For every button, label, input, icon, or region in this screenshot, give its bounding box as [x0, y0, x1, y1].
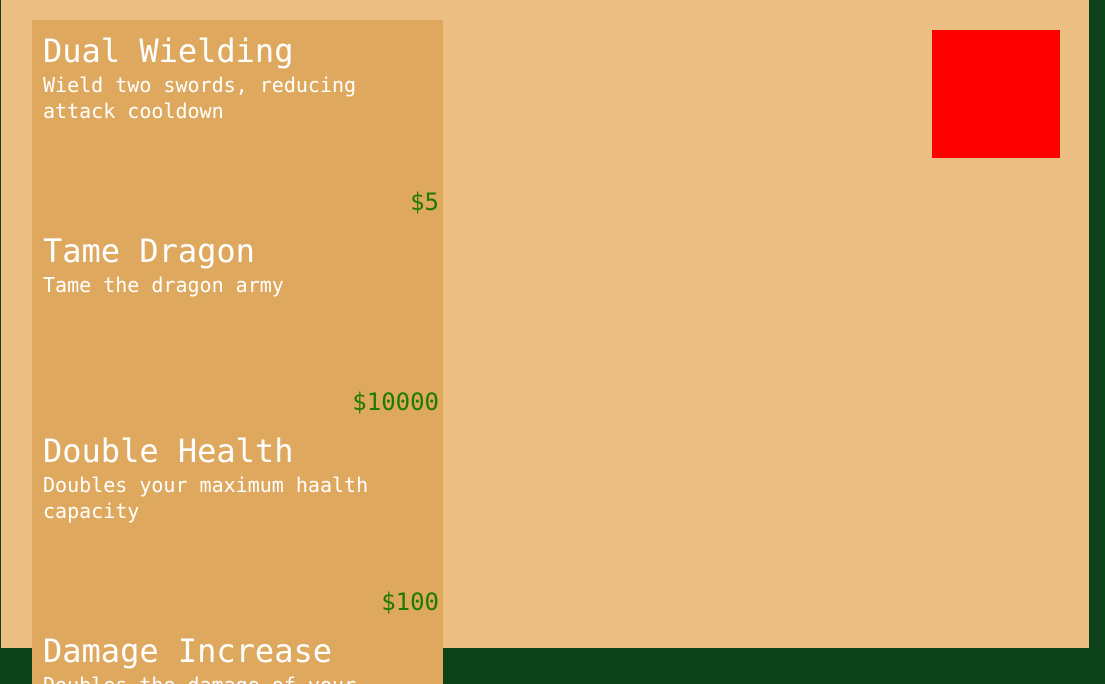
item-name: Dual Wielding [43, 32, 294, 70]
shop-item-double-health[interactable]: Double Health Doubles your maximum haalt… [32, 420, 443, 620]
close-button[interactable] [932, 30, 1060, 158]
shop-panel: Dual Wielding Wield two swords, reducing… [32, 20, 443, 684]
item-description: Doubles your maximum haalth capacity [43, 473, 369, 523]
item-price: $5 [410, 188, 439, 216]
shop-item-tame-dragon[interactable]: Tame Dragon Tame the dragon army $10000 [32, 220, 443, 420]
item-description: Wield two swords, reducing attack cooldo… [43, 73, 357, 123]
item-price: $10000 [352, 388, 439, 416]
item-name: Damage Increase [43, 632, 332, 670]
shop-item-dual-wielding[interactable]: Dual Wielding Wield two swords, reducing… [32, 20, 443, 220]
item-name: Tame Dragon [43, 232, 255, 270]
item-description: Doubles the damage of your [43, 672, 438, 684]
item-name: Double Health [43, 432, 294, 470]
shop-item-damage-increase[interactable]: Damage Increase Doubles the damage of yo… [32, 620, 443, 684]
item-price: $100 [381, 588, 439, 616]
item-description: Tame the dragon army [43, 273, 284, 297]
